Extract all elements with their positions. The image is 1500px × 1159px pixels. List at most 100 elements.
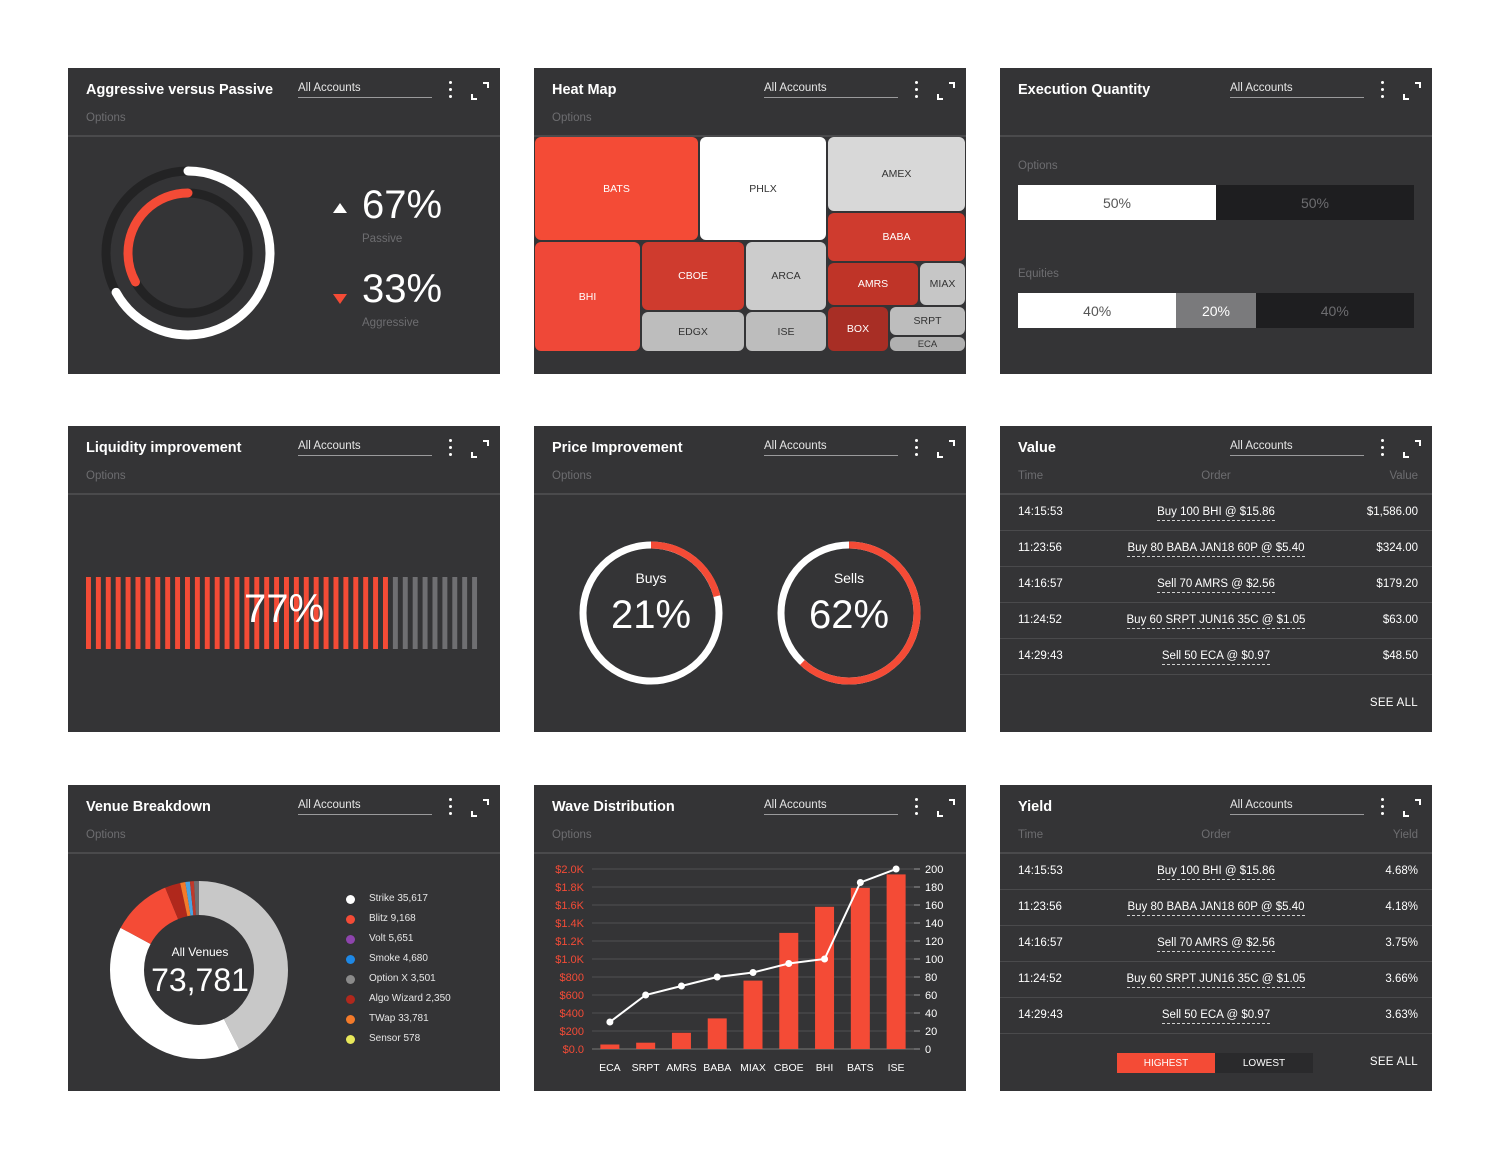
- account-filter[interactable]: All Accounts: [1230, 799, 1364, 815]
- account-filter[interactable]: All Accounts: [298, 799, 432, 815]
- panel-title: Liquidity improvement: [86, 440, 242, 456]
- yield-table: 14:15:53 Buy 100 BHI @ $15.86 4.68% 11:23:…: [1000, 854, 1432, 1091]
- line-point[interactable]: [713, 973, 721, 981]
- table-row[interactable]: 14:15:53 Buy 100 BHI @ $15.86 $1,586.00: [1000, 495, 1432, 531]
- line-point[interactable]: [785, 960, 793, 967]
- bar-bats[interactable]: [850, 887, 870, 1049]
- table-row[interactable]: 14:29:43 Sell 50 ECA @ $0.97 3.63%: [1000, 998, 1432, 1034]
- more-vertical-icon[interactable]: [1376, 439, 1388, 457]
- account-filter[interactable]: All Accounts: [1230, 440, 1364, 456]
- see-all-link[interactable]: SEE ALL: [1369, 697, 1418, 709]
- expand-icon[interactable]: [1403, 799, 1421, 817]
- line-point[interactable]: [606, 1018, 614, 1026]
- more-vertical-icon[interactable]: [910, 439, 922, 457]
- row-order-link[interactable]: Buy 80 BABA JAN18 60P @ $5.40: [1127, 901, 1305, 916]
- bar-cboe[interactable]: [779, 932, 799, 1049]
- heat-cell-box[interactable]: BOX: [828, 307, 888, 351]
- expand-icon[interactable]: [471, 440, 489, 458]
- row-order-link[interactable]: Sell 70 AMRS @ $2.56: [1157, 578, 1275, 593]
- more-vertical-icon[interactable]: [910, 81, 922, 99]
- heat-cell-arca[interactable]: ARCA: [746, 242, 826, 310]
- triangle-up-icon: [333, 203, 347, 213]
- account-filter[interactable]: All Accounts: [764, 799, 898, 815]
- table-row[interactable]: 11:23:56 Buy 80 BABA JAN18 60P @ $5.40 $32…: [1000, 531, 1432, 567]
- more-vertical-icon[interactable]: [444, 81, 456, 99]
- row-time: 14:15:53: [1018, 506, 1063, 518]
- line-point[interactable]: [749, 969, 757, 976]
- line-point[interactable]: [642, 991, 650, 999]
- table-row[interactable]: 14:15:53 Buy 100 BHI @ $15.86 4.68%: [1000, 854, 1432, 890]
- heat-cell-cboe[interactable]: CBOE: [642, 242, 744, 310]
- heat-cell-phlx[interactable]: PHLX: [700, 137, 826, 240]
- row-time: 11:24:52: [1018, 973, 1062, 985]
- more-vertical-icon[interactable]: [444, 439, 456, 457]
- row-order-link[interactable]: Sell 50 ECA @ $0.97: [1161, 1009, 1271, 1024]
- more-vertical-icon[interactable]: [444, 798, 456, 816]
- account-filter[interactable]: All Accounts: [764, 82, 898, 98]
- expand-icon[interactable]: [937, 799, 955, 817]
- row-order-link[interactable]: Sell 50 ECA @ $0.97: [1161, 650, 1271, 665]
- see-all-link[interactable]: SEE ALL: [1369, 1056, 1418, 1068]
- line-point[interactable]: [856, 879, 864, 886]
- bar-amrs[interactable]: [671, 1032, 691, 1049]
- bar-bhi[interactable]: [815, 906, 835, 1049]
- table-row[interactable]: 11:24:52 Buy 60 SRPT JUN16 35C @ $1.05 $63…: [1000, 603, 1432, 639]
- expand-icon[interactable]: [1403, 440, 1421, 458]
- account-filter[interactable]: All Accounts: [298, 440, 432, 456]
- line-point[interactable]: [677, 982, 685, 990]
- row-order-link[interactable]: Sell 70 AMRS @ $2.56: [1157, 937, 1275, 952]
- heat-cell-miax[interactable]: MIAX: [920, 263, 965, 305]
- left-tick-label: $1.0K: [555, 954, 584, 966]
- execution-quantity-panel: Execution Quantity All Accounts Options …: [1000, 68, 1432, 374]
- heat-cell-srpt[interactable]: SRPT: [890, 307, 965, 335]
- heat-cell-amex[interactable]: AMEX: [828, 137, 965, 211]
- panel-title: Venue Breakdown: [86, 799, 211, 815]
- expand-icon[interactable]: [937, 82, 955, 100]
- liquidity-bar-filled: [303, 577, 309, 649]
- heat-cell-bhi[interactable]: BHI: [535, 242, 640, 351]
- right-tick-label: 100: [925, 954, 943, 966]
- row-time: 14:15:53: [1018, 865, 1063, 877]
- expand-icon[interactable]: [471, 799, 489, 817]
- bar-miax[interactable]: [743, 980, 763, 1049]
- liquidity-bar-filled: [323, 577, 329, 649]
- table-row[interactable]: 14:29:43 Sell 50 ECA @ $0.97 $48.50: [1000, 639, 1432, 675]
- table-row[interactable]: 14:16:57 Sell 70 AMRS @ $2.56 3.75%: [1000, 926, 1432, 962]
- bar-ise[interactable]: [886, 874, 906, 1049]
- heat-cell-edgx[interactable]: EDGX: [642, 312, 744, 351]
- more-vertical-icon[interactable]: [1376, 81, 1388, 99]
- more-vertical-icon[interactable]: [910, 798, 922, 816]
- more-vertical-icon[interactable]: [1376, 798, 1388, 816]
- bar-srpt[interactable]: [636, 1042, 656, 1049]
- bar-baba[interactable]: [707, 1018, 727, 1049]
- left-tick-label: $1.4K: [555, 918, 584, 930]
- line-point[interactable]: [821, 955, 829, 963]
- line-point[interactable]: [892, 865, 900, 873]
- row-order-link[interactable]: Buy 60 SRPT JUN16 35C @ $1.05: [1126, 973, 1306, 988]
- row-order-link[interactable]: Buy 100 BHI @ $15.86: [1157, 865, 1275, 880]
- bar-eca[interactable]: [600, 1044, 620, 1050]
- column-header-yield: Yield: [1392, 829, 1418, 841]
- table-row[interactable]: 11:24:52 Buy 60 SRPT JUN16 35C @ $1.05 3.6…: [1000, 962, 1432, 998]
- liquidity-bar-filled: [95, 577, 101, 649]
- expand-icon[interactable]: [1403, 82, 1421, 100]
- right-tick-label: 60: [925, 990, 937, 1002]
- liquidity-bar-filled: [145, 577, 151, 649]
- heat-cell-bats[interactable]: BATS: [535, 137, 698, 240]
- expand-icon[interactable]: [937, 440, 955, 458]
- row-order-link[interactable]: Buy 100 BHI @ $15.86: [1157, 506, 1275, 521]
- account-filter[interactable]: All Accounts: [1230, 82, 1364, 98]
- table-row[interactable]: 14:16:57 Sell 70 AMRS @ $2.56 $179.20: [1000, 567, 1432, 603]
- row-order-link[interactable]: Buy 60 SRPT JUN16 35C @ $1.05: [1126, 614, 1306, 629]
- account-filter[interactable]: All Accounts: [764, 440, 898, 456]
- row-order-link[interactable]: Buy 80 BABA JAN18 60P @ $5.40: [1127, 542, 1305, 557]
- expand-icon[interactable]: [471, 82, 489, 100]
- heat-cell-ise[interactable]: ISE: [746, 312, 826, 351]
- highest-toggle[interactable]: HIGHEST: [1117, 1053, 1215, 1073]
- heat-cell-eca[interactable]: ECA: [890, 337, 965, 351]
- account-filter[interactable]: All Accounts: [298, 82, 432, 98]
- lowest-toggle[interactable]: LOWEST: [1215, 1053, 1313, 1073]
- heat-cell-baba[interactable]: BABA: [828, 213, 965, 261]
- heat-cell-amrs[interactable]: AMRS: [828, 263, 918, 305]
- table-row[interactable]: 11:23:56 Buy 80 BABA JAN18 60P @ $5.40 4.1…: [1000, 890, 1432, 926]
